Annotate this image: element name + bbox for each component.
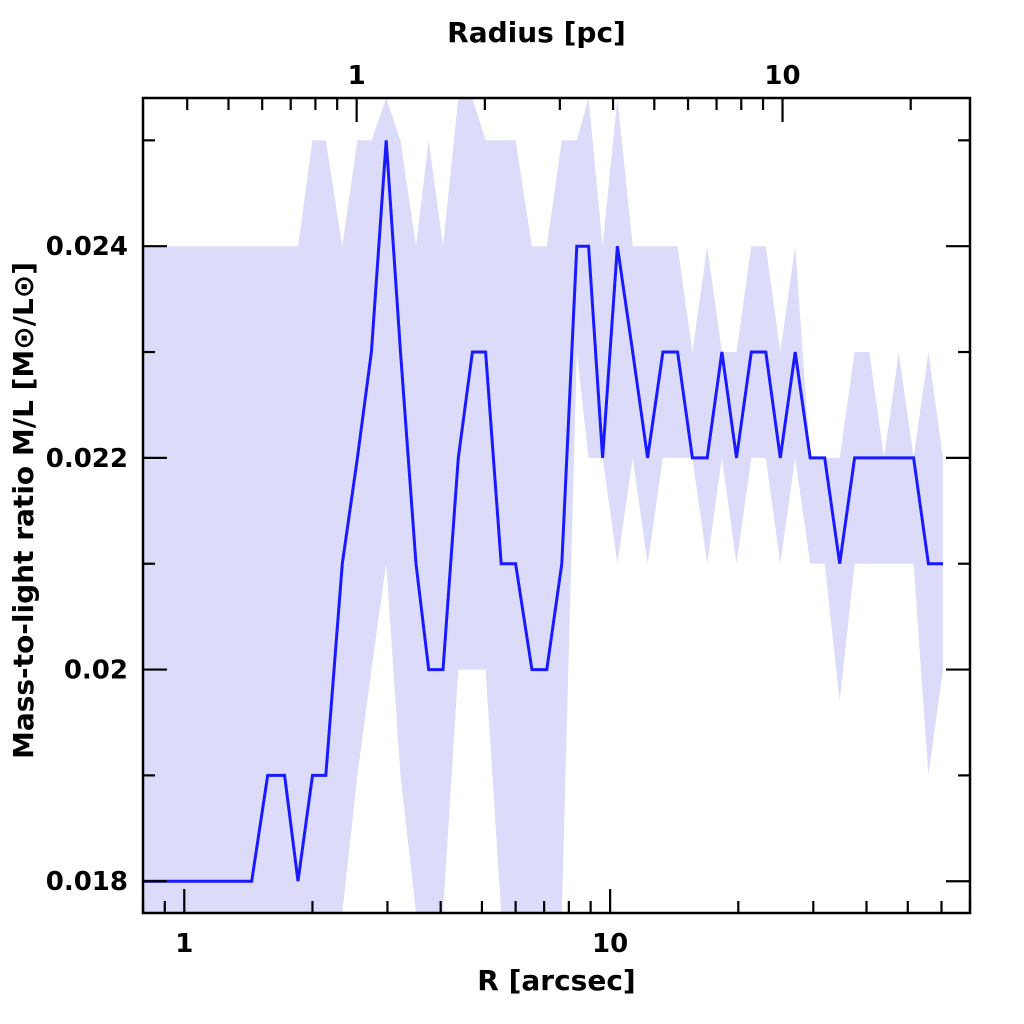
x-axis-title: R [arcsec] [477, 964, 635, 997]
plot-frame [141, 96, 972, 915]
y-axis-title: Mass-to-light ratio M/L [M⊙/L⊙] [7, 262, 40, 759]
top-tick-label: 10 [764, 61, 800, 91]
y-tick-label: 0.024 [46, 232, 128, 262]
series-line-layer [143, 140, 943, 883]
uncertainty-band-layer [143, 98, 943, 913]
y-tick-label: 0.022 [46, 444, 128, 474]
tick-layer [141, 98, 972, 913]
tick-label-layer: 1 10 1 10 0.018 0.02 0.022 0.024 [46, 61, 801, 959]
y-tick-label: 0.018 [46, 867, 128, 897]
uncertainty-band [143, 98, 943, 913]
top-axis-title: Radius [pc] [447, 16, 626, 49]
y-tick-label: 0.02 [64, 656, 128, 686]
x-tick-label: 10 [592, 929, 628, 959]
series-line [143, 140, 943, 883]
x-tick-label: 1 [175, 929, 193, 959]
top-tick-label: 1 [348, 61, 366, 91]
